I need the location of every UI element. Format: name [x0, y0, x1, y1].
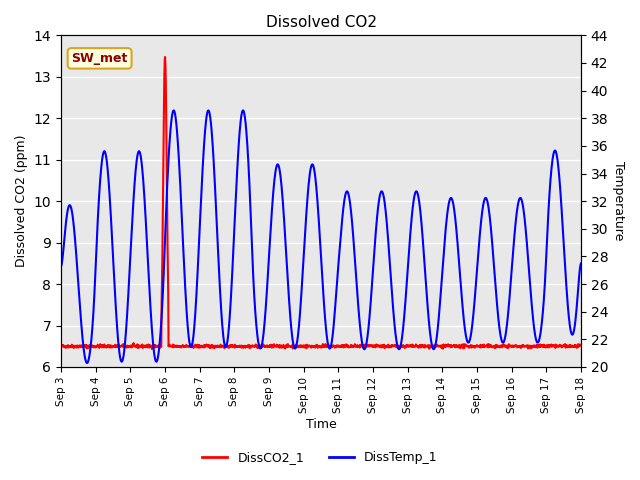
X-axis label: Time: Time — [306, 419, 337, 432]
Y-axis label: Dissolved CO2 (ppm): Dissolved CO2 (ppm) — [15, 135, 28, 267]
Title: Dissolved CO2: Dissolved CO2 — [266, 15, 376, 30]
Text: SW_met: SW_met — [72, 52, 128, 65]
Y-axis label: Temperature: Temperature — [612, 161, 625, 241]
Legend: DissCO2_1, DissTemp_1: DissCO2_1, DissTemp_1 — [197, 446, 443, 469]
